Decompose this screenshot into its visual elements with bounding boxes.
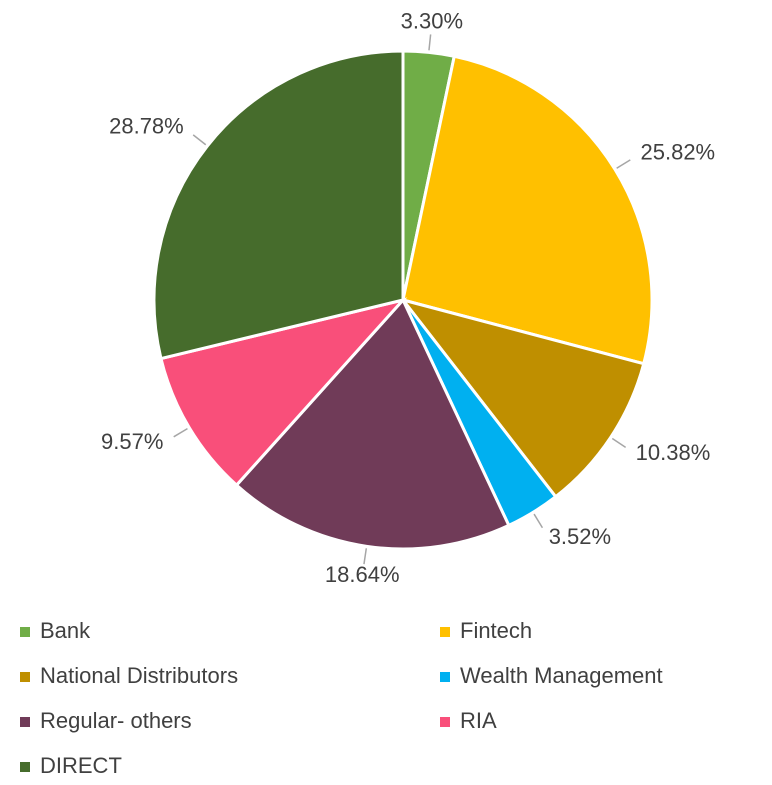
data-label: 3.30% — [401, 8, 463, 33]
leader-line — [192, 134, 207, 146]
legend-label: RIA — [460, 708, 497, 733]
legend-label: Bank — [40, 618, 91, 643]
legend-swatch — [20, 627, 30, 637]
legend-label: DIRECT — [40, 753, 122, 778]
legend-label: Wealth Management — [460, 663, 663, 688]
leader-line — [616, 159, 631, 169]
legend-label: National Distributors — [40, 663, 238, 688]
pie-slice — [234, 297, 511, 551]
leader-line — [363, 548, 368, 565]
legend-swatch — [20, 672, 30, 682]
pie-slice — [152, 49, 405, 361]
data-label: 18.64% — [325, 562, 400, 587]
legend-swatch — [440, 717, 450, 727]
data-label: 28.78% — [109, 113, 184, 138]
leader-line — [533, 513, 544, 529]
data-label: 3.52% — [549, 524, 611, 549]
legend-label: Regular- others — [40, 708, 192, 733]
data-label: 10.38% — [636, 440, 711, 465]
legend-swatch — [440, 627, 450, 637]
data-label: 9.57% — [101, 429, 163, 454]
pie-slice — [159, 297, 408, 488]
data-label: 25.82% — [641, 139, 716, 164]
pie-slice — [399, 297, 646, 499]
pie-slice — [401, 54, 654, 366]
legend-swatch — [440, 672, 450, 682]
legend-swatch — [20, 762, 30, 772]
leader-line — [173, 427, 188, 438]
leader-line — [428, 34, 432, 51]
leader-line — [611, 437, 627, 449]
legend-swatch — [20, 717, 30, 727]
legend-label: Fintech — [460, 618, 532, 643]
